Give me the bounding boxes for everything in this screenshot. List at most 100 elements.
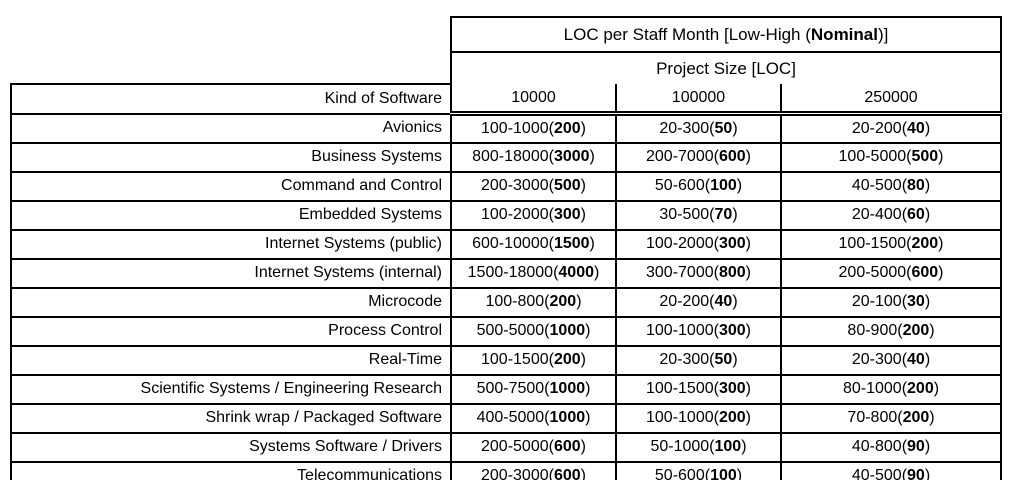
nominal-value: 200: [911, 235, 939, 252]
loc-range-cell: 100-1500(200): [779, 228, 1003, 260]
loc-range-cell: 20-200(40): [779, 112, 1003, 144]
loc-range-cell: 500-7500(1000): [450, 373, 617, 405]
nominal-value: 40: [714, 293, 733, 310]
nominal-value: 200: [549, 293, 577, 310]
nominal-value: 60: [907, 206, 925, 223]
loc-range-cell: 400-5000(1000): [450, 402, 617, 434]
nominal-value: 100: [714, 438, 742, 455]
kind-of-software-cell: Telecommunications: [10, 460, 452, 480]
nominal-value: 300: [718, 380, 746, 397]
nominal-value: 50: [714, 119, 733, 137]
kind-of-software-cell: Embedded Systems: [10, 199, 452, 231]
loc-range-cell: 300-7000(800): [615, 257, 782, 289]
kind-of-software-cell: Internet Systems (public): [10, 228, 452, 260]
table-row: Avionics 100-1000(200) 20-300(50) 20-200(40…: [10, 112, 1003, 144]
loc-range-cell: 50-600(100): [615, 170, 782, 202]
loc-range-cell: 100-800(200): [450, 286, 617, 318]
loc-range-cell: 100-1000(200): [450, 112, 617, 144]
table-row: Command and Control 200-3000(500) 50-600(1…: [10, 170, 1003, 202]
nominal-value: 200: [553, 119, 581, 137]
kind-of-software-cell: Process Control: [10, 315, 452, 347]
column-header-100000: 100000: [615, 84, 782, 116]
loc-range-cell: 30-500(70): [615, 199, 782, 231]
loc-range-cell: 80-900(200): [779, 315, 1003, 347]
loc-range-cell: 200-5000(600): [779, 257, 1003, 289]
kind-of-software-cell: Systems Software / Drivers: [10, 431, 452, 463]
loc-range-cell: 20-100(30): [779, 286, 1003, 318]
nominal-value: 300: [718, 322, 746, 339]
nominal-value: 600: [553, 438, 581, 455]
nominal-value: 500: [553, 177, 581, 194]
kind-of-software-cell: Command and Control: [10, 170, 452, 202]
loc-per-staff-month-table: LOC per Staff Month [Low-High (Nominal)]…: [10, 16, 1003, 480]
nominal-value: 1000: [549, 322, 586, 339]
nominal-value: 200: [902, 409, 930, 426]
empty-corner: [11, 52, 451, 84]
loc-range-cell: 40-800(90): [779, 431, 1003, 463]
project-size-header: Project Size [LOC]: [449, 51, 1003, 84]
column-header-row: Kind of Software 10000 100000 250000: [10, 83, 1003, 116]
loc-range-cell: 50-600(100): [615, 460, 782, 480]
title-row: LOC per Staff Month [Low-High (Nominal)]: [11, 16, 1003, 53]
kind-of-software-cell: Avionics: [10, 112, 452, 144]
nominal-value: 4000: [558, 264, 594, 281]
loc-range-cell: 100-1500(200): [450, 344, 617, 376]
loc-range-cell: 20-300(50): [615, 344, 782, 376]
loc-range-cell: 100-5000(500): [779, 141, 1003, 173]
nominal-value: 600: [553, 467, 581, 480]
nominal-value: 300: [553, 206, 581, 223]
loc-range-cell: 40-500(80): [779, 170, 1003, 202]
loc-range-cell: 20-200(40): [615, 286, 782, 318]
nominal-value: 80: [907, 177, 925, 194]
loc-range-cell: 500-5000(1000): [450, 315, 617, 347]
table-row: Business Systems 800-18000(3000) 200-7000(…: [10, 141, 1003, 173]
nominal-value: 70: [714, 206, 733, 223]
loc-range-cell: 100-2000(300): [615, 228, 782, 260]
nominal-value: 50: [714, 351, 733, 368]
loc-range-cell: 50-1000(100): [615, 431, 782, 463]
loc-range-cell: 100-1000(200): [615, 402, 782, 434]
loc-range-cell: 20-300(50): [615, 112, 782, 144]
table-row: Internet Systems (internal) 1500-18000(40…: [10, 257, 1003, 289]
kind-of-software-cell: Scientific Systems / Engineering Researc…: [10, 373, 452, 405]
kind-of-software-header: Kind of Software: [10, 83, 452, 115]
nominal-value: 30: [907, 293, 925, 310]
column-header-10000: 10000: [450, 84, 617, 116]
table-row: Internet Systems (public) 600-10000(1500)…: [10, 228, 1003, 260]
loc-range-cell: 600-10000(1500): [450, 228, 617, 260]
table-row: Systems Software / Drivers 200-5000(600) 5…: [10, 431, 1003, 463]
loc-range-cell: 200-3000(600): [450, 460, 617, 480]
table-row: Telecommunications 200-3000(600) 50-600(10…: [10, 460, 1003, 480]
nominal-value: 200: [553, 351, 581, 368]
nominal-value: 1000: [549, 409, 586, 426]
title-text-suffix: )]: [877, 24, 889, 44]
nominal-value: 200: [907, 380, 934, 397]
nominal-value: 200: [902, 322, 930, 339]
nominal-value: 200: [718, 409, 746, 426]
kind-of-software-cell: Business Systems: [10, 141, 452, 173]
loc-range-cell: 40-500(90): [779, 460, 1003, 480]
empty-corner: [11, 17, 451, 52]
title-text: LOC per Staff Month [Low-High (: [563, 24, 811, 44]
loc-range-cell: 200-3000(500): [450, 170, 617, 202]
table-title: LOC per Staff Month [Low-High (Nominal)]: [449, 16, 1003, 53]
nominal-value: 800: [718, 264, 746, 281]
loc-range-cell: 80-1000(200): [779, 373, 1003, 405]
nominal-value: 40: [907, 119, 925, 137]
table-row: Scientific Systems / Engineering Researc…: [10, 373, 1003, 405]
column-header-250000: 250000: [779, 84, 1003, 116]
nominal-value: 600: [718, 148, 746, 165]
kind-of-software-cell: Microcode: [10, 286, 452, 318]
kind-of-software-cell: Internet Systems (internal): [10, 257, 452, 289]
table-row: Real-Time 100-1500(200) 20-300(50) 20-300(4…: [10, 344, 1003, 376]
nominal-value: 40: [907, 351, 925, 368]
kind-of-software-cell: Real-Time: [10, 344, 452, 376]
table-body: Avionics 100-1000(200) 20-300(50) 20-200(40…: [10, 112, 1003, 480]
loc-range-cell: 20-300(40): [779, 344, 1003, 376]
nominal-value: 500: [911, 148, 939, 165]
loc-range-cell: 1500-18000(4000): [450, 257, 617, 289]
nominal-value: 300: [718, 235, 746, 252]
loc-range-cell: 70-800(200): [779, 402, 1003, 434]
kind-of-software-cell: Shrink wrap / Packaged Software: [10, 402, 452, 434]
